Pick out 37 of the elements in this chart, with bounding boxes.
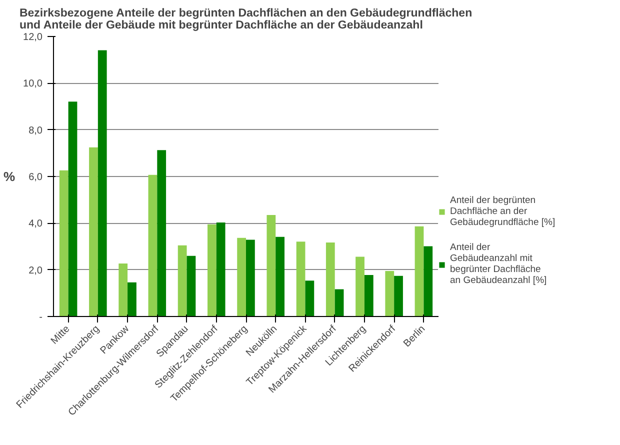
y-tick-label: 6,0 [28,172,43,183]
bar [118,264,128,316]
bar [128,282,136,316]
y-tick-label: 8,0 [28,125,43,136]
bar [237,238,246,316]
bar [394,276,403,316]
bar [296,242,306,316]
bar [68,102,78,316]
bar [89,147,98,316]
y-tick-label: 4,0 [28,218,43,230]
bar [157,150,166,316]
bar [208,224,216,316]
y-tick-label: 12,0 [23,32,43,43]
bar [385,271,394,316]
chart-title: Bezirksbezogene Anteile der begrünten Dachflächen an den Gebäudegrundflächen und Anteile der Gebäude mit begrünter Dachfläche an der Gebäudeanzahl [19,8,472,32]
legend-label: Anteil der begrünten Dachfläche an der Gebäudegrundfläche [%] [450,195,556,228]
bar [414,226,424,316]
bar [186,256,196,316]
bar [326,242,335,316]
y-tick-label: 10,0 [23,78,43,90]
bar [356,256,364,316]
y-axis-title: % [3,169,16,184]
bar [216,222,226,316]
y-tick-label: - [39,312,43,323]
bar [364,274,374,316]
bar [59,170,68,316]
y-tick-label: 2,0 [28,265,43,276]
legend-label: Anteil der Gebäudeanzahl mit begrünter Dachfläche an Gebäudeanzahl [%] [450,242,547,286]
bar [276,236,284,316]
bar [266,215,276,316]
bar [424,246,433,316]
bar [148,174,158,316]
bar [334,289,344,316]
bar [246,240,255,316]
bar [178,245,187,316]
bar [305,280,314,316]
bar [98,50,107,316]
